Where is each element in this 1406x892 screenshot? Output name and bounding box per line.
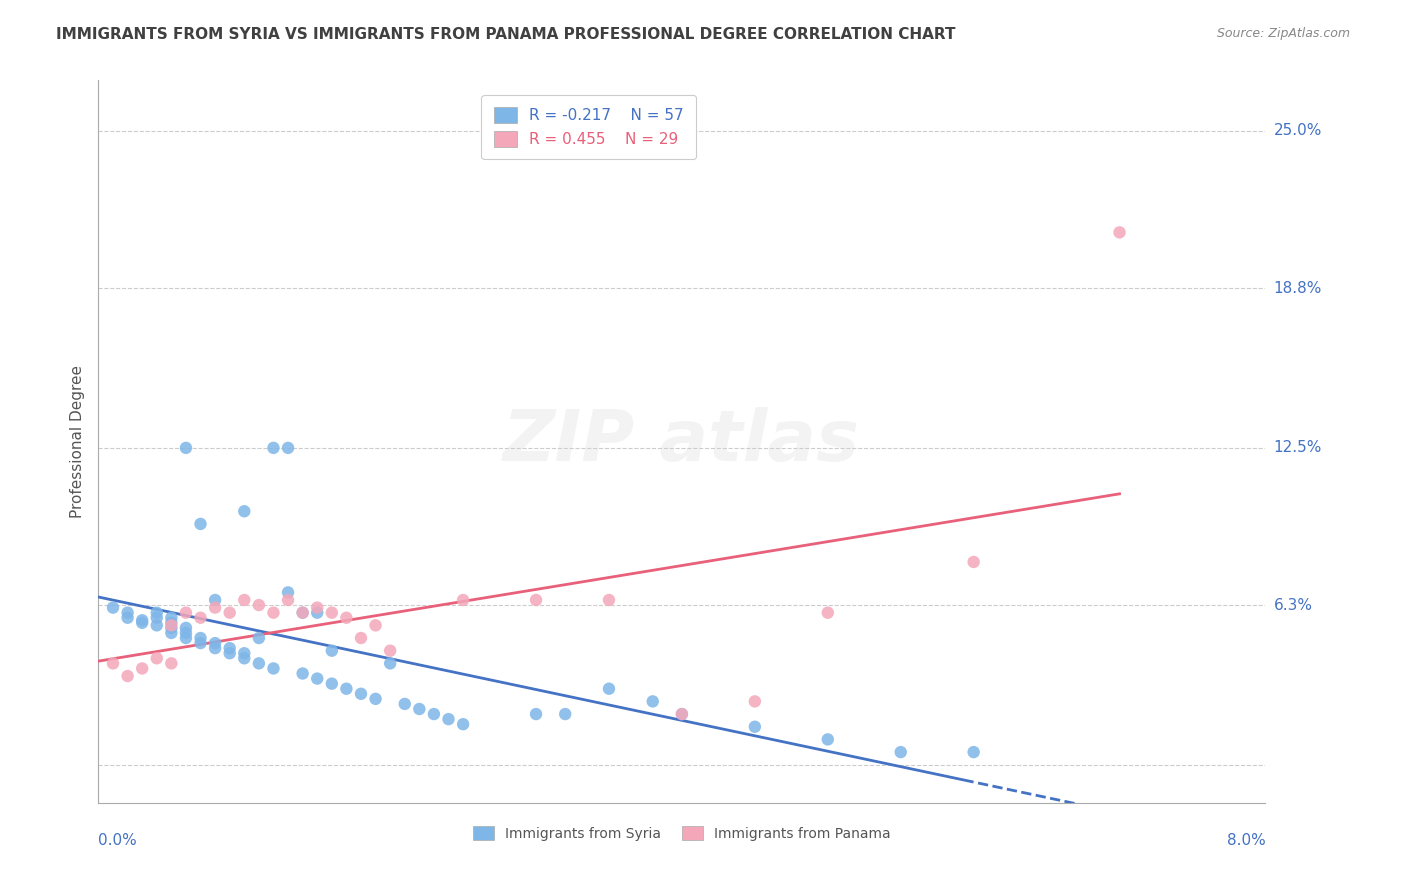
Text: 12.5%: 12.5% <box>1274 441 1322 456</box>
Point <box>146 618 169 632</box>
Point <box>671 707 693 722</box>
Point <box>101 600 124 615</box>
Point <box>291 606 314 620</box>
Point <box>160 626 183 640</box>
Point <box>190 611 212 625</box>
Point <box>277 593 299 607</box>
Point <box>277 585 299 599</box>
Point <box>598 681 620 696</box>
Point <box>160 615 183 630</box>
Point <box>174 631 197 645</box>
Y-axis label: Professional Degree: Professional Degree <box>69 365 84 518</box>
Point <box>190 636 212 650</box>
Point <box>174 441 197 455</box>
Point <box>160 657 183 671</box>
Point <box>247 631 270 645</box>
Point <box>1108 226 1130 240</box>
Point <box>277 441 299 455</box>
Point <box>247 657 270 671</box>
Point <box>335 681 357 696</box>
Point <box>307 606 329 620</box>
Point <box>204 636 226 650</box>
Text: 8.0%: 8.0% <box>1226 833 1265 848</box>
Point <box>364 618 387 632</box>
Point <box>744 694 766 708</box>
Point <box>117 669 139 683</box>
Point <box>146 611 169 625</box>
Point <box>335 611 357 625</box>
Point <box>524 593 547 607</box>
Point <box>641 694 664 708</box>
Point <box>204 593 226 607</box>
Point <box>101 657 124 671</box>
Point <box>350 687 373 701</box>
Point <box>117 606 139 620</box>
Point <box>247 598 270 612</box>
Point <box>451 593 474 607</box>
Point <box>321 606 343 620</box>
Point <box>190 631 212 645</box>
Point <box>233 651 256 665</box>
Point <box>451 717 474 731</box>
Point <box>262 441 284 455</box>
Point <box>174 626 197 640</box>
Point <box>204 641 226 656</box>
Point <box>262 661 284 675</box>
Point <box>218 646 240 660</box>
Point <box>554 707 576 722</box>
Text: 18.8%: 18.8% <box>1274 281 1322 295</box>
Point <box>890 745 912 759</box>
Point <box>321 643 343 657</box>
Point <box>380 657 402 671</box>
Point <box>817 732 839 747</box>
Point <box>131 615 153 630</box>
Text: 25.0%: 25.0% <box>1274 123 1322 138</box>
Text: ZIP atlas: ZIP atlas <box>503 407 860 476</box>
Point <box>394 697 416 711</box>
Point <box>364 691 387 706</box>
Point <box>146 651 169 665</box>
Point <box>962 745 984 759</box>
Text: 0.0%: 0.0% <box>98 833 138 848</box>
Point <box>744 720 766 734</box>
Point <box>131 661 153 675</box>
Point <box>190 516 212 531</box>
Point <box>160 621 183 635</box>
Point <box>817 606 839 620</box>
Point <box>233 646 256 660</box>
Text: IMMIGRANTS FROM SYRIA VS IMMIGRANTS FROM PANAMA PROFESSIONAL DEGREE CORRELATION : IMMIGRANTS FROM SYRIA VS IMMIGRANTS FROM… <box>56 27 956 42</box>
Point <box>671 707 693 722</box>
Point <box>437 712 460 726</box>
Point <box>160 618 183 632</box>
Point <box>291 666 314 681</box>
Point <box>160 611 183 625</box>
Point <box>962 555 984 569</box>
Point <box>598 593 620 607</box>
Point <box>423 707 446 722</box>
Point <box>233 593 256 607</box>
Point <box>174 621 197 635</box>
Point <box>131 613 153 627</box>
Point <box>307 672 329 686</box>
Text: 6.3%: 6.3% <box>1274 598 1313 613</box>
Point <box>307 600 329 615</box>
Text: Source: ZipAtlas.com: Source: ZipAtlas.com <box>1216 27 1350 40</box>
Point <box>174 606 197 620</box>
Point <box>204 600 226 615</box>
Point <box>233 504 256 518</box>
Point <box>350 631 373 645</box>
Point <box>291 606 314 620</box>
Point <box>321 676 343 690</box>
Legend: Immigrants from Syria, Immigrants from Panama: Immigrants from Syria, Immigrants from P… <box>468 821 896 847</box>
Point <box>117 611 139 625</box>
Point <box>218 641 240 656</box>
Point <box>408 702 430 716</box>
Point <box>524 707 547 722</box>
Point <box>146 606 169 620</box>
Point <box>380 643 402 657</box>
Point <box>218 606 240 620</box>
Point <box>262 606 284 620</box>
